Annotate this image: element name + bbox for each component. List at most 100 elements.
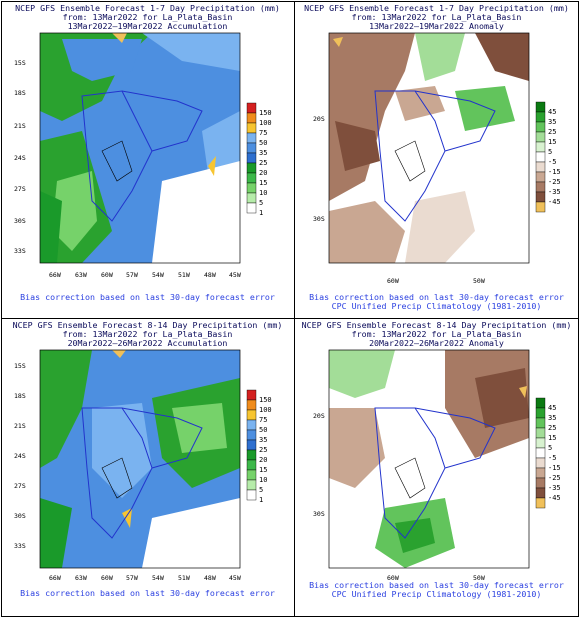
lon-label: 45W [229,574,241,582]
panel-accum-week1: NCEP GFS Ensemble Forecast 1-7 Day Preci… [2,2,293,317]
precip-map: 15S 18S 21S 24S 27S 30S 33S 66W 63W 60W … [14,32,272,279]
legend-swatch [535,477,546,489]
legend-swatch [246,142,257,154]
panel-footer-climatology: CPC Unified Precip Climatology (1981-201… [331,301,542,311]
lon-label: 54W [152,271,164,279]
color-legend: 150 100 75 50 35 25 20 15 10 5 1 [246,389,272,504]
color-legend: 150 100 75 50 35 25 20 15 10 5 1 [246,102,272,217]
panel-title-line2: from: 13Mar2022 for La_Plata_Basin [351,329,522,339]
color-legend: 45 35 25 15 5 -5 -15 -25 -35 -45 [535,397,561,509]
legend-label: 25 [259,159,267,167]
lon-label: 45W [229,271,241,279]
legend-label: -15 [548,168,561,176]
legend-label: -25 [548,474,561,482]
panel-anomaly-week2: NCEP GFS Ensemble Forecast 8-14 Day Prec… [295,319,578,606]
panel-divider-vertical [294,1,295,617]
legend-swatch [535,171,546,183]
lat-label: 33S [14,247,26,255]
legend-swatch [246,489,257,501]
legend-label: -5 [548,158,556,166]
legend-label: 5 [259,486,263,494]
panel-footer-note: Bias correction based on last 30-day for… [309,292,564,302]
lat-label: 24S [14,452,26,460]
lon-label: 60W [101,271,113,279]
lat-label: 27S [14,482,26,490]
lon-label: 50W [473,277,485,285]
legend-swatch [246,162,257,174]
legend-swatch [535,151,546,163]
lon-label: 66W [49,271,61,279]
legend-swatch [535,457,546,469]
legend-label: 25 [259,446,267,454]
legend-label: 75 [259,416,267,424]
lon-label: 63W [75,574,87,582]
panel-footer-climatology: CPC Unified Precip Climatology (1981-201… [331,589,542,599]
legend-swatch [246,132,257,144]
legend-label: 15 [548,138,556,146]
panel-footer-note: Bias correction based on last 30-day for… [20,588,275,598]
legend-swatch [246,449,257,461]
lat-label: 30S [313,215,325,223]
legend-label: -35 [548,484,561,492]
legend-swatch [246,459,257,471]
legend-swatch [246,479,257,491]
lat-label: 21S [14,122,26,130]
legend-label: 100 [259,119,272,127]
legend-swatch [246,409,257,421]
legend-label: 150 [259,109,272,117]
panel-title-line1: NCEP GFS Ensemble Forecast 1-7 Day Preci… [304,3,569,13]
panel-title-line3: 20Mar2022—26Mar2022 Accumulation [67,338,228,348]
legend-label: 25 [548,424,556,432]
precip-map: 15S 18S 21S 24S 27S 30S 33S 66W 63W 60W … [14,349,272,582]
panel-title-line1: NCEP GFS Ensemble Forecast 1-7 Day Preci… [15,3,280,13]
lon-label: 63W [75,271,87,279]
legend-label: 50 [259,139,267,147]
legend-label: 35 [259,436,267,444]
legend-label: 45 [548,108,556,116]
lat-label: 30S [14,217,26,225]
lon-label: 60W [101,574,113,582]
legend-swatch [535,201,546,213]
legend-label: 10 [259,476,267,484]
legend-label: 5 [259,199,263,207]
legend-swatch [246,102,257,114]
panel-anomaly-week1: NCEP GFS Ensemble Forecast 1-7 Day Preci… [295,2,578,317]
legend-swatch [246,419,257,431]
lat-label: 15S [14,59,26,67]
legend-label: 35 [548,414,556,422]
lon-label: 60W [387,277,399,285]
legend-swatch [535,497,546,509]
legend-label: 10 [259,189,267,197]
lon-label: 66W [49,574,61,582]
panel-title-line3: 20Mar2022—26Mar2022 Anomaly [369,338,504,348]
legend-swatch [535,447,546,459]
legend-label: 15 [259,179,267,187]
panel-title-line2: from: 13Mar2022 for La_Plata_Basin [62,12,233,22]
legend-swatch [246,182,257,194]
legend-swatch [246,399,257,411]
legend-swatch [246,439,257,451]
lat-label: 15S [14,362,26,370]
panel-footer-note: Bias correction based on last 30-day for… [309,580,564,590]
legend-label: -35 [548,188,561,196]
lat-label: 24S [14,154,26,162]
lon-label: 50W [473,574,485,582]
legend-label: 15 [259,466,267,474]
legend-label: -45 [548,198,561,206]
panel-divider-horizontal [1,318,579,319]
color-legend: 45 35 25 15 5 -5 -15 -25 -35 -45 [535,101,561,213]
lat-label: 18S [14,392,26,400]
legend-label: 75 [259,129,267,137]
legend-label: 150 [259,396,272,404]
panel-accum-week2: NCEP GFS Ensemble Forecast 8-14 Day Prec… [2,319,293,606]
lon-label: 51W [178,574,190,582]
anomaly-map: 20S 30S 60W 50W 45 35 25 15 5 -5 -15 -25 -35 -45 [313,32,561,285]
legend-swatch [535,161,546,173]
panel-footer-note: Bias correction based on last 30-day for… [20,292,275,302]
legend-swatch [535,141,546,153]
legend-swatch [246,202,257,214]
legend-swatch [535,181,546,193]
lat-label: 33S [14,542,26,550]
lat-label: 27S [14,185,26,193]
